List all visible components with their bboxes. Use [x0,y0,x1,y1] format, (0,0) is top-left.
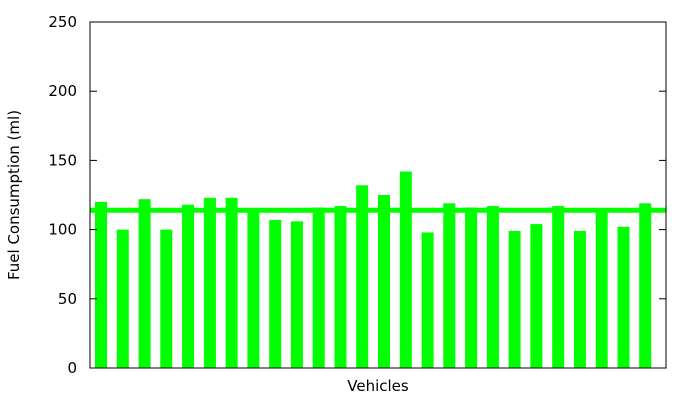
bar-3 [138,199,151,368]
bar-12 [334,206,347,368]
bar-10 [290,221,303,368]
bars-layer [95,171,652,368]
bar-2 [116,229,129,368]
bar-23 [573,231,586,368]
bar-1 [95,201,107,368]
y-tick-label: 150 [48,151,77,169]
bar-24 [595,211,608,368]
bar-6 [203,197,216,368]
y-tick-label: 200 [48,82,77,100]
bar-22 [552,206,565,368]
y-axis-title: Fuel Consumption (ml) [5,110,23,280]
bar-14 [378,195,390,368]
bar-25 [617,226,630,368]
bar-17 [443,203,456,368]
y-tick-label: 50 [58,290,77,308]
bar-26 [639,203,652,368]
x-axis-title: Vehicles [347,377,409,395]
y-tick-label: 100 [48,221,77,239]
bar-9 [269,219,282,368]
bar-21 [530,224,543,368]
bar-15 [399,171,412,368]
bar-8 [247,211,260,368]
bar-4 [160,229,173,368]
bar-13 [356,185,369,368]
bar-19 [486,206,499,368]
bar-20 [508,231,521,368]
bar-16 [421,232,434,368]
y-tick-label: 0 [67,359,77,377]
y-axis-ticks: 0 50 100 150 200 250 [48,13,666,377]
bar-18 [465,207,478,368]
y-tick-label: 250 [48,13,77,31]
bar-7 [225,197,238,368]
bar-5 [182,204,195,368]
plot-frame [89,21,667,369]
bar-11 [312,207,325,368]
